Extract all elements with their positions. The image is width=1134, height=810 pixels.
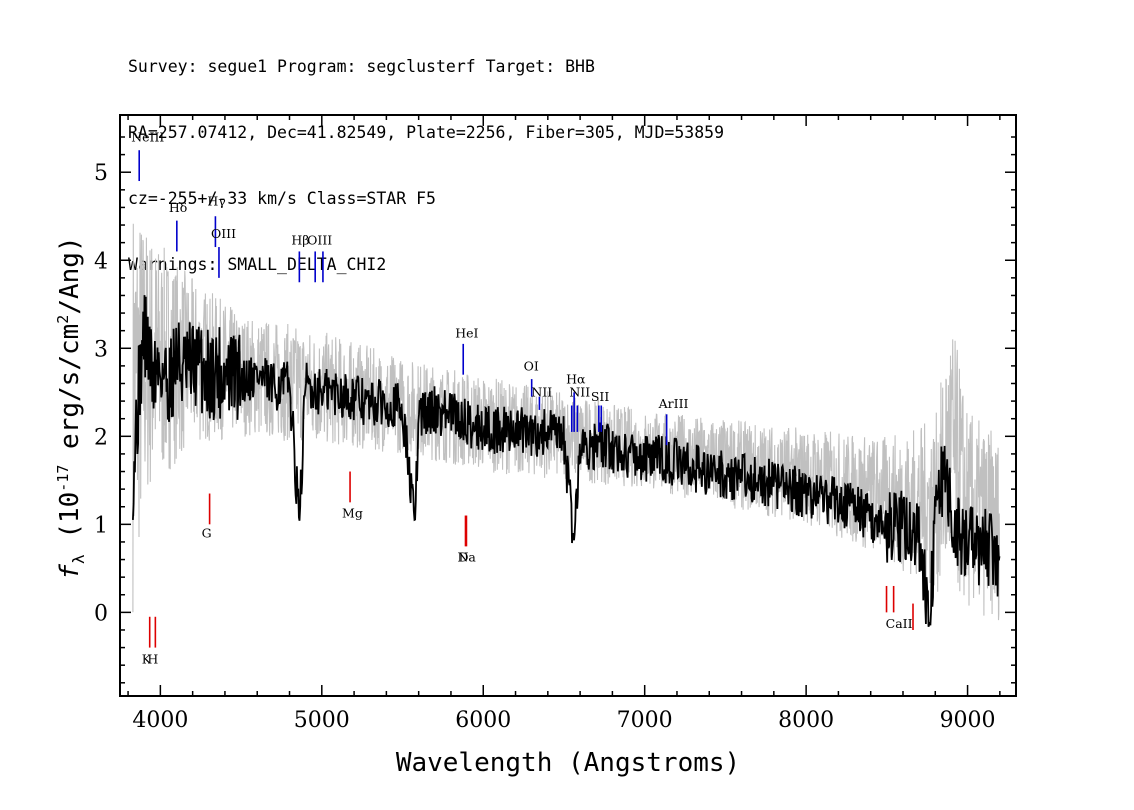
absorption-line-label: CaII (886, 616, 913, 631)
y-tick-label: 4 (94, 249, 108, 274)
smoothed-spectrum-layer (132, 295, 1001, 627)
emission-line-label: Hγ (207, 194, 225, 209)
emission-line-label: OI (524, 358, 539, 373)
header-coordinates-line: RA=257.07412, Dec=41.82549, Plate=2256, … (128, 123, 725, 142)
y-tick-label: 0 (94, 601, 108, 626)
emission-line-label: OIII (307, 232, 332, 247)
smoothed-spectrum-line (132, 295, 1001, 627)
header-survey-line: Survey: segue1 Program: segclusterf Targ… (128, 57, 595, 76)
emission-line-label: Hδ (169, 200, 187, 215)
emission-line-label: OIII (211, 226, 236, 241)
svg-text:fλ (10-17 erg/s/cm2/Ang): fλ (10-17 erg/s/cm2/Ang) (54, 236, 88, 579)
absorption-line-label: Na (457, 549, 476, 564)
emission-line-label: ArIII (658, 396, 689, 411)
y-tick-label: 1 (94, 513, 108, 538)
x-axis-title: Wavelength (Angstroms) (396, 748, 740, 778)
x-tick-label: 5000 (294, 708, 350, 733)
emission-line-label: NII (569, 385, 590, 400)
y-axis-title: fλ (10-17 erg/s/cm2/Ang) (54, 236, 88, 579)
absorption-line-label: D (458, 549, 468, 564)
x-tick-label: 6000 (455, 708, 511, 733)
y-tick-label: 5 (94, 161, 108, 186)
emission-line-label: HeI (455, 326, 478, 341)
emission-line-label: SII (591, 389, 610, 404)
absorption-line-label: Mg (342, 505, 363, 520)
x-tick-label: 4000 (132, 708, 188, 733)
x-tick-label: 7000 (617, 708, 673, 733)
absorption-line-label: G (202, 526, 212, 541)
absorption-line-label: K (142, 651, 152, 666)
emission-line-label: NeIII (131, 129, 164, 144)
y-tick-label: 2 (94, 425, 108, 450)
emission-line-label: Hα (566, 371, 586, 386)
raw-spectrum-layer (132, 223, 1001, 621)
emission-line-label: NII (531, 385, 552, 400)
x-tick-label: 8000 (778, 708, 834, 733)
absorption-line-label: H (147, 651, 158, 666)
plot-frame (119, 114, 1017, 697)
axis-ticks-layer: 4000 5000 6000 7000 8000 9000 0 1 2 3 4 5 (94, 115, 1016, 733)
y-tick-label: 3 (94, 337, 108, 362)
plot-header: Survey: segue1 Program: segclusterf Targ… (128, 12, 724, 298)
emission-line-label: Hβ (291, 232, 309, 247)
x-tick-label: 9000 (940, 708, 996, 733)
header-redshift-line: cz=-255+/-33 km/s Class=STAR F5 (128, 189, 436, 208)
raw-spectrum-line (132, 223, 1001, 621)
